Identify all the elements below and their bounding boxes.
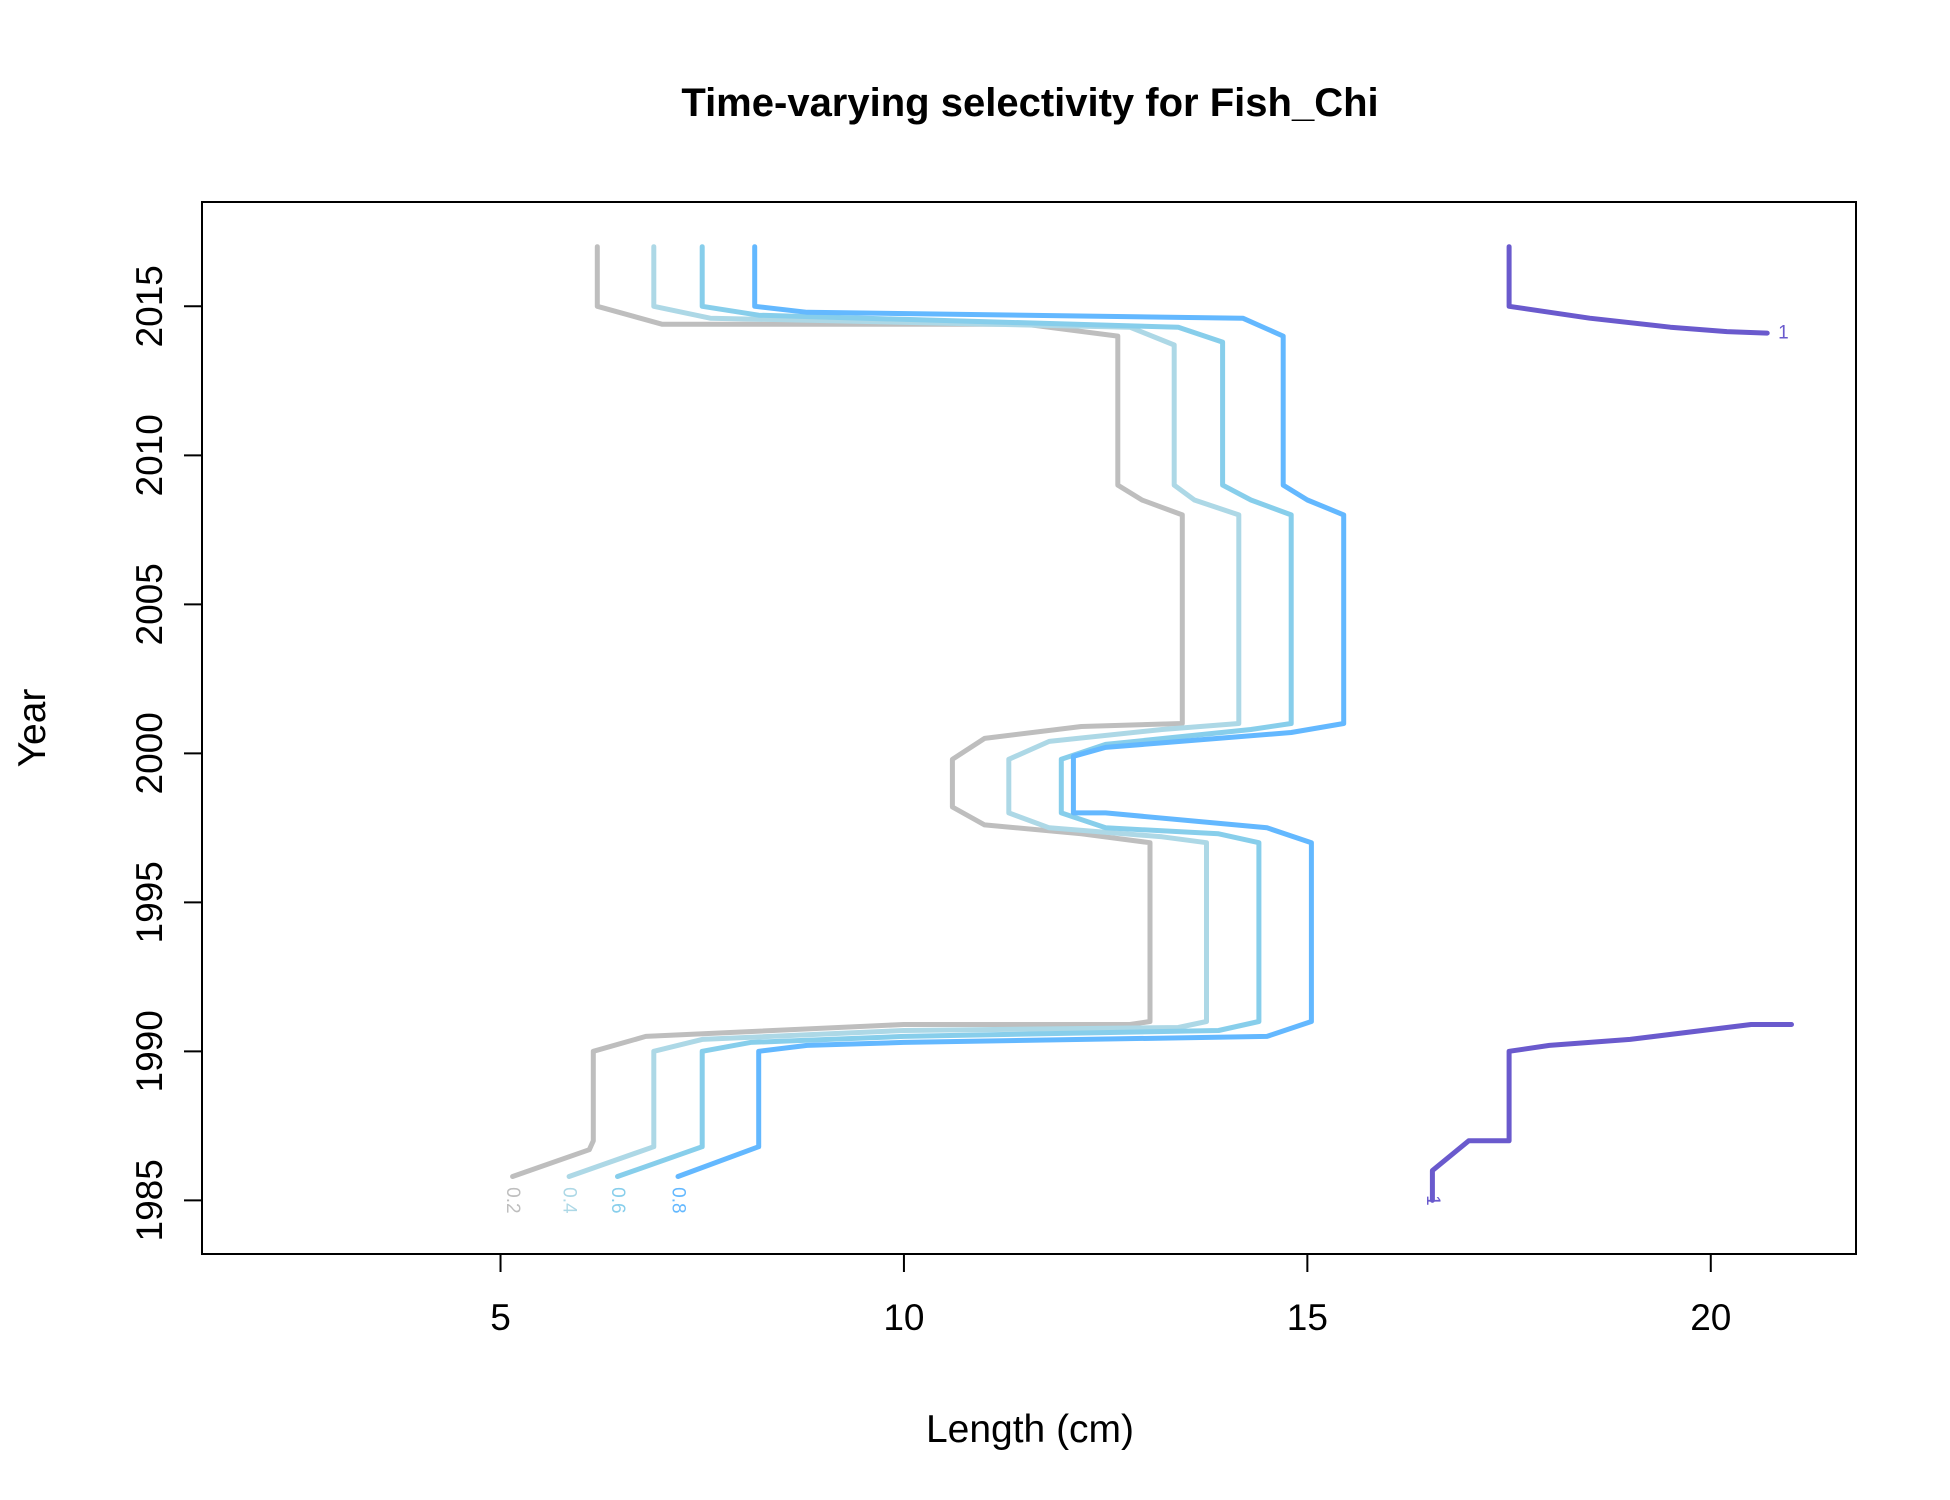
contour-label: 0.4 — [559, 1187, 580, 1214]
x-tick-label: 5 — [490, 1297, 511, 1338]
y-tick-label: 2005 — [129, 563, 170, 645]
x-tick-label: 10 — [883, 1297, 924, 1338]
y-tick-label: 2015 — [129, 265, 170, 347]
plot-frame — [201, 201, 1857, 1255]
contour-line-0 — [510, 244, 1185, 1179]
y-tick-label: 1985 — [129, 1159, 170, 1241]
y-tick-label: 2010 — [129, 414, 170, 496]
contour-label: 0.6 — [607, 1187, 628, 1213]
contour-lines — [510, 244, 1794, 1203]
y-tick-label: 2000 — [129, 712, 170, 794]
contour-label: 1 — [1422, 1195, 1443, 1206]
x-tick-label: 20 — [1690, 1297, 1731, 1338]
contour-line-1 — [566, 244, 1242, 1179]
contour-label: 0.8 — [668, 1187, 689, 1213]
contour-line-4 — [1429, 1022, 1794, 1203]
x-axis: 5 10 15 20 — [490, 1253, 1731, 1338]
contour-line-3 — [675, 244, 1347, 1179]
x-tick-label: 15 — [1287, 1297, 1328, 1338]
contour-line-5 — [1506, 244, 1770, 336]
y-tick-label: 1995 — [129, 861, 170, 943]
contour-label: 1 — [1778, 323, 1789, 344]
y-axis: 1985 1990 1995 2000 2005 2010 2015 — [129, 265, 203, 1242]
contour-label: 0.2 — [502, 1187, 523, 1213]
y-axis-label: Year — [11, 689, 54, 768]
chart-title: Time-varying selectivity for Fish_Chi — [681, 81, 1378, 125]
contour-labels: 0.2 0.4 0.6 0.8 1 1 — [502, 323, 1789, 1214]
y-tick-label: 1990 — [129, 1010, 170, 1092]
x-axis-label: Length (cm) — [926, 1408, 1134, 1451]
contour-line-2 — [615, 244, 1294, 1179]
